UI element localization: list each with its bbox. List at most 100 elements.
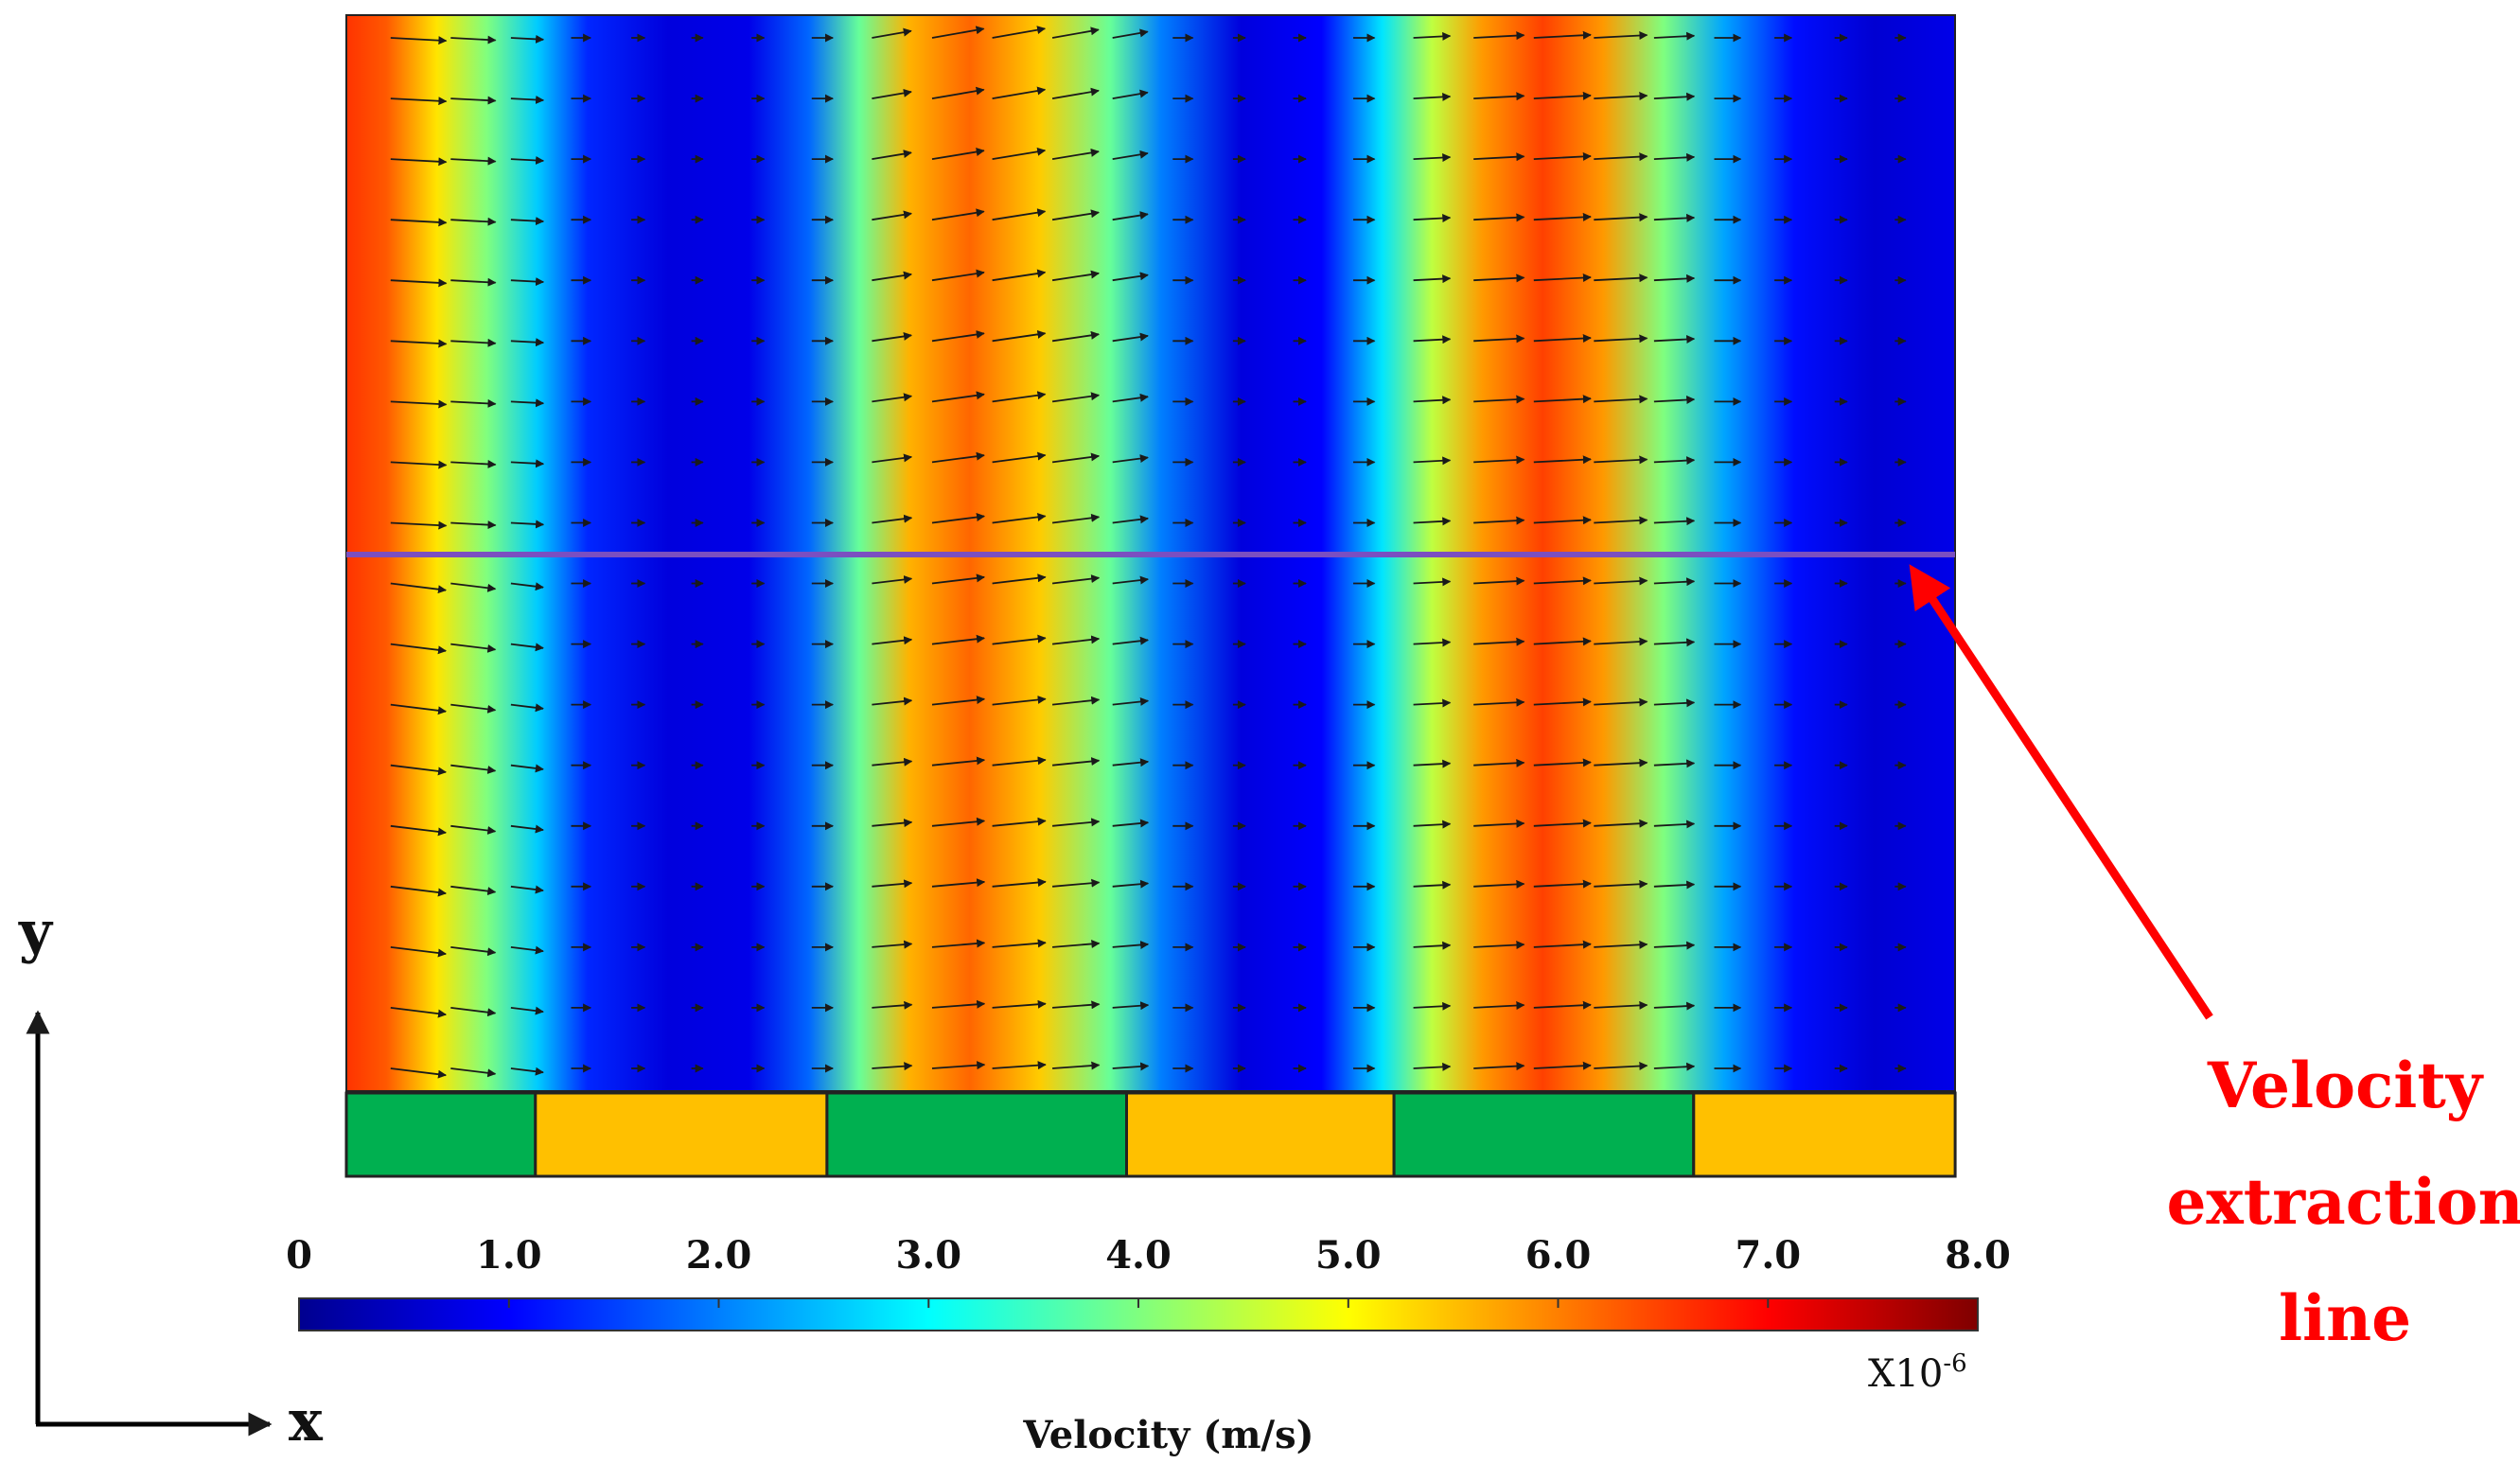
velocity-vector	[1413, 396, 1452, 405]
velocity-vector	[1653, 880, 1696, 890]
velocity-vector	[1051, 513, 1101, 524]
velocity-vector	[1473, 1001, 1525, 1011]
velocity-vector	[872, 696, 913, 706]
velocity-contour-plot	[345, 14, 1956, 1092]
velocity-vector	[450, 520, 497, 530]
velocity-vector	[510, 582, 544, 591]
colorbar-scale-factor: X10-6	[1868, 1349, 1967, 1396]
electrode-segment	[825, 1091, 1129, 1178]
velocity-vector	[1413, 92, 1452, 101]
velocity-vector	[390, 399, 448, 409]
velocity-vector	[931, 86, 985, 99]
velocity-vector	[1413, 1001, 1452, 1011]
velocity-vector	[510, 1067, 544, 1076]
velocity-vector	[872, 393, 913, 403]
velocity-vector	[992, 878, 1047, 888]
velocity-vector	[931, 208, 985, 221]
velocity-vector	[1051, 452, 1101, 464]
velocity-vector	[1653, 31, 1696, 41]
velocity-vector	[1533, 334, 1592, 344]
velocity-vector	[992, 1061, 1047, 1070]
velocity-vector	[1413, 880, 1452, 890]
velocity-vector	[1533, 576, 1592, 586]
velocity-vector	[1413, 456, 1452, 466]
velocity-vector	[1473, 576, 1525, 586]
velocity-vector	[1051, 330, 1100, 343]
velocity-vector	[1653, 577, 1696, 587]
velocity-vector	[450, 946, 497, 957]
velocity-vector	[450, 643, 497, 653]
velocity-vector	[931, 999, 986, 1009]
velocity-vector	[931, 573, 985, 585]
velocity-vector	[1533, 516, 1592, 525]
velocity-vector	[510, 824, 544, 834]
velocity-vector	[1473, 697, 1525, 707]
velocity-vector	[1533, 819, 1592, 828]
velocity-vector	[931, 1061, 986, 1070]
velocity-vector	[1653, 456, 1696, 466]
velocity-vector	[1653, 759, 1696, 768]
velocity-vector	[992, 634, 1047, 645]
velocity-vector	[1473, 273, 1525, 283]
velocity-vector	[450, 217, 497, 226]
velocity-vector	[992, 512, 1047, 524]
colorbar-tick-marks	[298, 1298, 1979, 1308]
velocity-vector	[390, 278, 448, 288]
velocity-vector	[872, 514, 913, 524]
colorbar-tick-label: 7.0	[1736, 1233, 1802, 1278]
velocity-vector	[1413, 517, 1452, 526]
electrode-segment	[344, 1091, 537, 1178]
velocity-vector	[1473, 941, 1525, 950]
colorbar-tick-label: 3.0	[896, 1233, 962, 1278]
velocity-vector	[931, 391, 985, 403]
velocity-vector	[1052, 1061, 1101, 1070]
electrode-segment	[534, 1091, 829, 1178]
velocity-vector	[390, 157, 448, 167]
velocity-vector	[872, 574, 913, 585]
velocity-vector	[1473, 819, 1525, 828]
velocity-vector	[390, 97, 448, 106]
velocity-vector	[390, 703, 447, 715]
velocity-vector	[1052, 878, 1101, 888]
colorbar-tick-labels: 0 1.0 2.0 3.0 4.0 5.0 6.0 7.0 8.0	[286, 1233, 2011, 1278]
extraction-line-annotation: Velocity extraction line	[1909, 564, 2520, 1355]
velocity-vector	[1594, 576, 1648, 586]
velocity-vector	[931, 330, 985, 343]
velocity-vector	[1473, 92, 1525, 101]
velocity-vector	[450, 824, 497, 835]
annotation-line-1: Velocity	[2207, 1049, 2484, 1122]
velocity-vector	[1112, 940, 1150, 949]
velocity-vector	[872, 331, 912, 343]
velocity-vector	[1533, 879, 1592, 889]
velocity-vector	[1473, 758, 1525, 767]
velocity-vector	[510, 703, 544, 713]
velocity-vector	[1413, 941, 1452, 950]
velocity-vector	[1052, 939, 1101, 948]
colorbar-tick-label: 0	[286, 1233, 312, 1278]
velocity-vector	[1653, 638, 1696, 647]
velocity-vector	[1473, 455, 1525, 465]
velocity-vector	[1594, 516, 1648, 525]
velocity-vector	[1653, 396, 1696, 405]
velocity-vector	[1594, 152, 1648, 162]
velocity-vector	[1051, 635, 1101, 645]
velocity-vector	[1112, 636, 1149, 645]
velocity-vector	[1594, 334, 1648, 344]
velocity-vector	[450, 96, 497, 105]
velocity-vector	[1112, 211, 1149, 221]
velocity-vector	[1594, 1062, 1648, 1071]
velocity-vector	[1413, 759, 1452, 768]
velocity-vector	[1594, 879, 1648, 889]
velocity-vector	[1051, 392, 1101, 403]
velocity-vector	[1533, 758, 1592, 767]
annotation-arrow	[1909, 564, 2213, 1020]
velocity-vector	[1473, 879, 1525, 889]
velocity-vector	[390, 339, 448, 348]
velocity-vector	[450, 764, 497, 774]
velocity-vector	[1112, 1001, 1150, 1011]
velocity-vector	[1473, 213, 1525, 222]
velocity-vector	[390, 520, 448, 530]
velocity-vector	[1653, 820, 1696, 829]
velocity-vector	[390, 643, 447, 655]
